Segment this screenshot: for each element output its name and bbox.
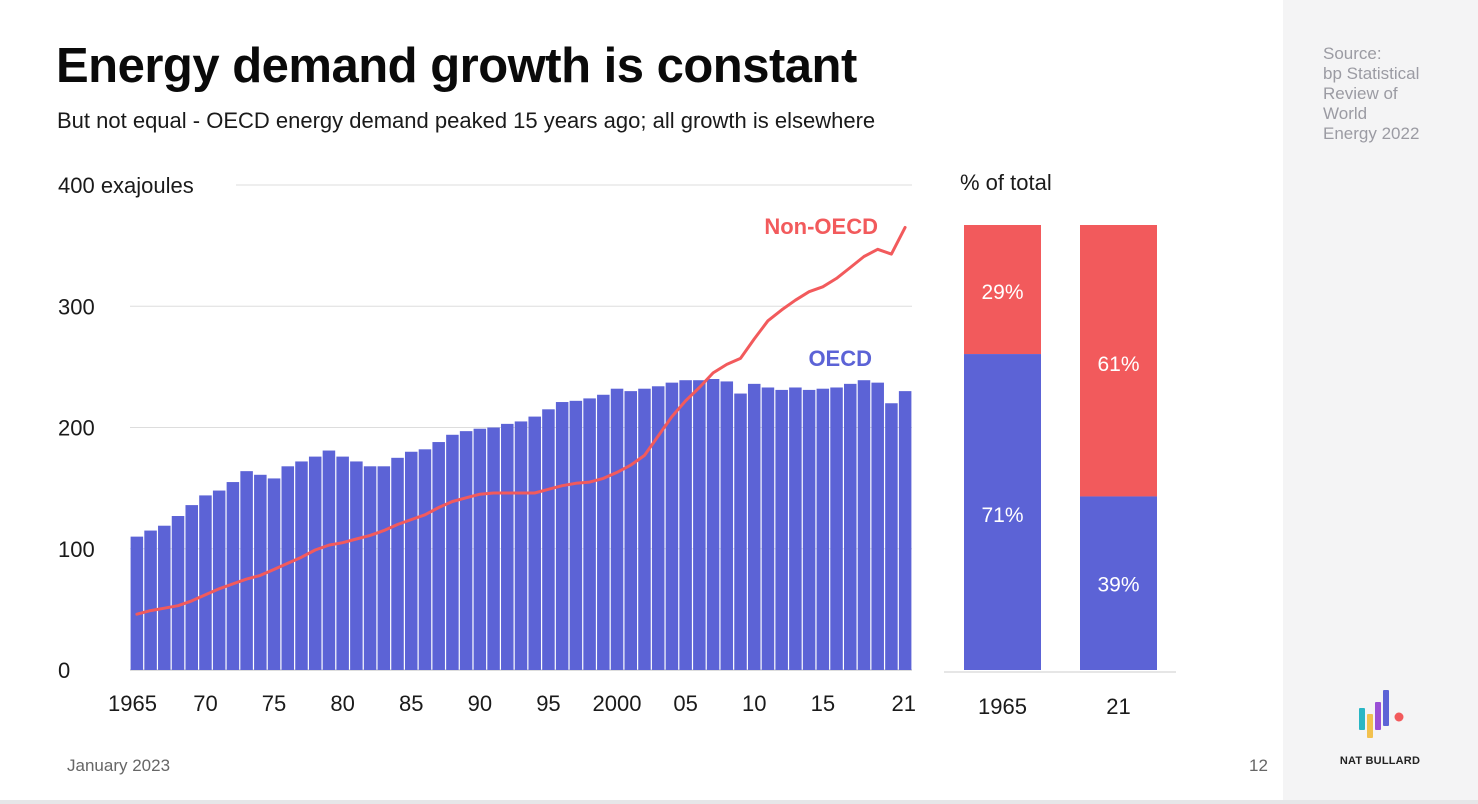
bar-oecd xyxy=(720,381,734,670)
share-bar-oecd xyxy=(964,354,1041,670)
share-category-label: 21 xyxy=(1106,694,1130,719)
bottom-divider xyxy=(0,800,1478,804)
share-chart-axis-label: % of total xyxy=(960,170,1052,195)
bar-oecd xyxy=(734,393,747,670)
bar-oecd xyxy=(775,389,788,670)
bar-oecd xyxy=(583,398,596,670)
bar-oecd xyxy=(802,389,816,670)
x-tick-label: 70 xyxy=(193,691,217,716)
bar-oecd xyxy=(226,482,240,670)
x-tick-label: 15 xyxy=(811,691,835,716)
brand-name: NAT BULLARD xyxy=(1339,755,1421,767)
bar-oecd xyxy=(816,388,830,670)
bar-oecd xyxy=(336,456,349,670)
share-label-non-oecd: 29% xyxy=(981,281,1023,304)
bar-oecd xyxy=(624,391,638,670)
bar-oecd xyxy=(665,382,679,670)
bar-oecd xyxy=(130,536,144,670)
bar-oecd xyxy=(391,457,404,670)
footer-date: January 2023 xyxy=(67,756,171,775)
bar-oecd xyxy=(185,505,198,670)
bar-oecd xyxy=(240,471,253,670)
bar-oecd xyxy=(871,382,884,670)
bar-oecd xyxy=(308,456,322,670)
bar-oecd xyxy=(459,431,473,670)
page-title: Energy demand growth is constant xyxy=(56,39,857,93)
x-tick-label: 2000 xyxy=(593,691,642,716)
bar-oecd xyxy=(254,474,267,670)
x-tick-label: 05 xyxy=(673,691,697,716)
bar-oecd xyxy=(432,442,445,670)
source-note: Source: bp Statistical Review of World E… xyxy=(1323,44,1420,143)
page-number: 12 xyxy=(1249,756,1268,775)
page-subtitle: But not equal - OECD energy demand peake… xyxy=(57,108,876,133)
x-tick-label: 85 xyxy=(399,691,423,716)
bar-oecd xyxy=(322,450,336,670)
bar-oecd xyxy=(171,516,185,670)
bar-oecd xyxy=(281,466,295,670)
y-tick-label: 400 exajoules xyxy=(58,173,194,198)
energy-demand-chart: 0 100 200 300 400 exajoules Non-OECD OECD 1965 7… xyxy=(58,173,916,716)
y-tick-label: 200 xyxy=(58,416,95,441)
bar-oecd xyxy=(679,380,692,670)
share-label-oecd: 39% xyxy=(1097,573,1139,596)
bar-oecd xyxy=(212,490,226,670)
bar-oecd xyxy=(610,388,624,670)
x-tick-label: 1965 xyxy=(108,691,157,716)
bar-oecd xyxy=(295,461,308,670)
share-category-label: 1965 xyxy=(978,694,1027,719)
bar-oecd xyxy=(199,495,212,670)
bar-oecd xyxy=(363,466,377,670)
y-tick-label: 300 xyxy=(58,294,95,319)
share-bar-non-oecd xyxy=(964,225,1041,355)
bar-oecd xyxy=(651,386,665,670)
bar-oecd xyxy=(158,525,171,670)
bar-oecd xyxy=(350,461,363,670)
bar-oecd xyxy=(144,530,157,670)
bar-oecd xyxy=(569,400,583,670)
y-tick-label: 0 xyxy=(58,658,70,683)
series-label-oecd: OECD xyxy=(808,346,872,371)
x-tick-label: 90 xyxy=(468,691,492,716)
bar-oecd xyxy=(404,451,418,670)
brand-logo-icon xyxy=(1359,690,1404,738)
bar-oecd xyxy=(487,427,500,670)
x-tick-label: 75 xyxy=(262,691,286,716)
x-tick-label: 95 xyxy=(536,691,560,716)
share-label-oecd: 71% xyxy=(981,504,1023,527)
bar-oecd xyxy=(761,387,775,670)
line-non-oecd xyxy=(135,225,907,616)
bar-oecd xyxy=(830,387,843,670)
y-tick-label: 100 xyxy=(58,537,95,562)
bar-oecd xyxy=(446,434,459,670)
bar-oecd xyxy=(844,383,857,670)
bar-oecd xyxy=(377,466,391,670)
series-label-non-oecd: Non-OECD xyxy=(764,214,878,239)
share-bar-non-oecd xyxy=(1080,225,1157,497)
bar-oecd xyxy=(898,391,912,670)
bar-oecd xyxy=(542,409,555,670)
x-tick-label: 80 xyxy=(330,691,354,716)
share-bar-oecd xyxy=(1080,496,1157,670)
bar-oecd xyxy=(267,478,281,670)
share-of-total-chart: % of total 29% 71% 1965 61% 39% 21 xyxy=(944,170,1176,719)
bar-oecd xyxy=(555,402,569,670)
bar-oecd xyxy=(693,380,706,670)
x-tick-label: 10 xyxy=(742,691,766,716)
bar-oecd xyxy=(597,394,610,670)
bar-oecd xyxy=(501,423,514,670)
bar-oecd xyxy=(747,383,761,670)
share-label-non-oecd: 61% xyxy=(1097,353,1139,376)
bar-oecd xyxy=(857,380,871,670)
bar-oecd xyxy=(528,416,541,670)
bar-oecd xyxy=(473,428,487,670)
bar-oecd xyxy=(789,387,802,670)
bar-oecd xyxy=(885,403,898,670)
sidebar-panel xyxy=(1283,0,1478,804)
bar-oecd xyxy=(514,421,528,670)
bar-oecd xyxy=(418,449,432,670)
x-tick-label: 21 xyxy=(892,691,916,716)
bar-oecd xyxy=(706,379,720,670)
